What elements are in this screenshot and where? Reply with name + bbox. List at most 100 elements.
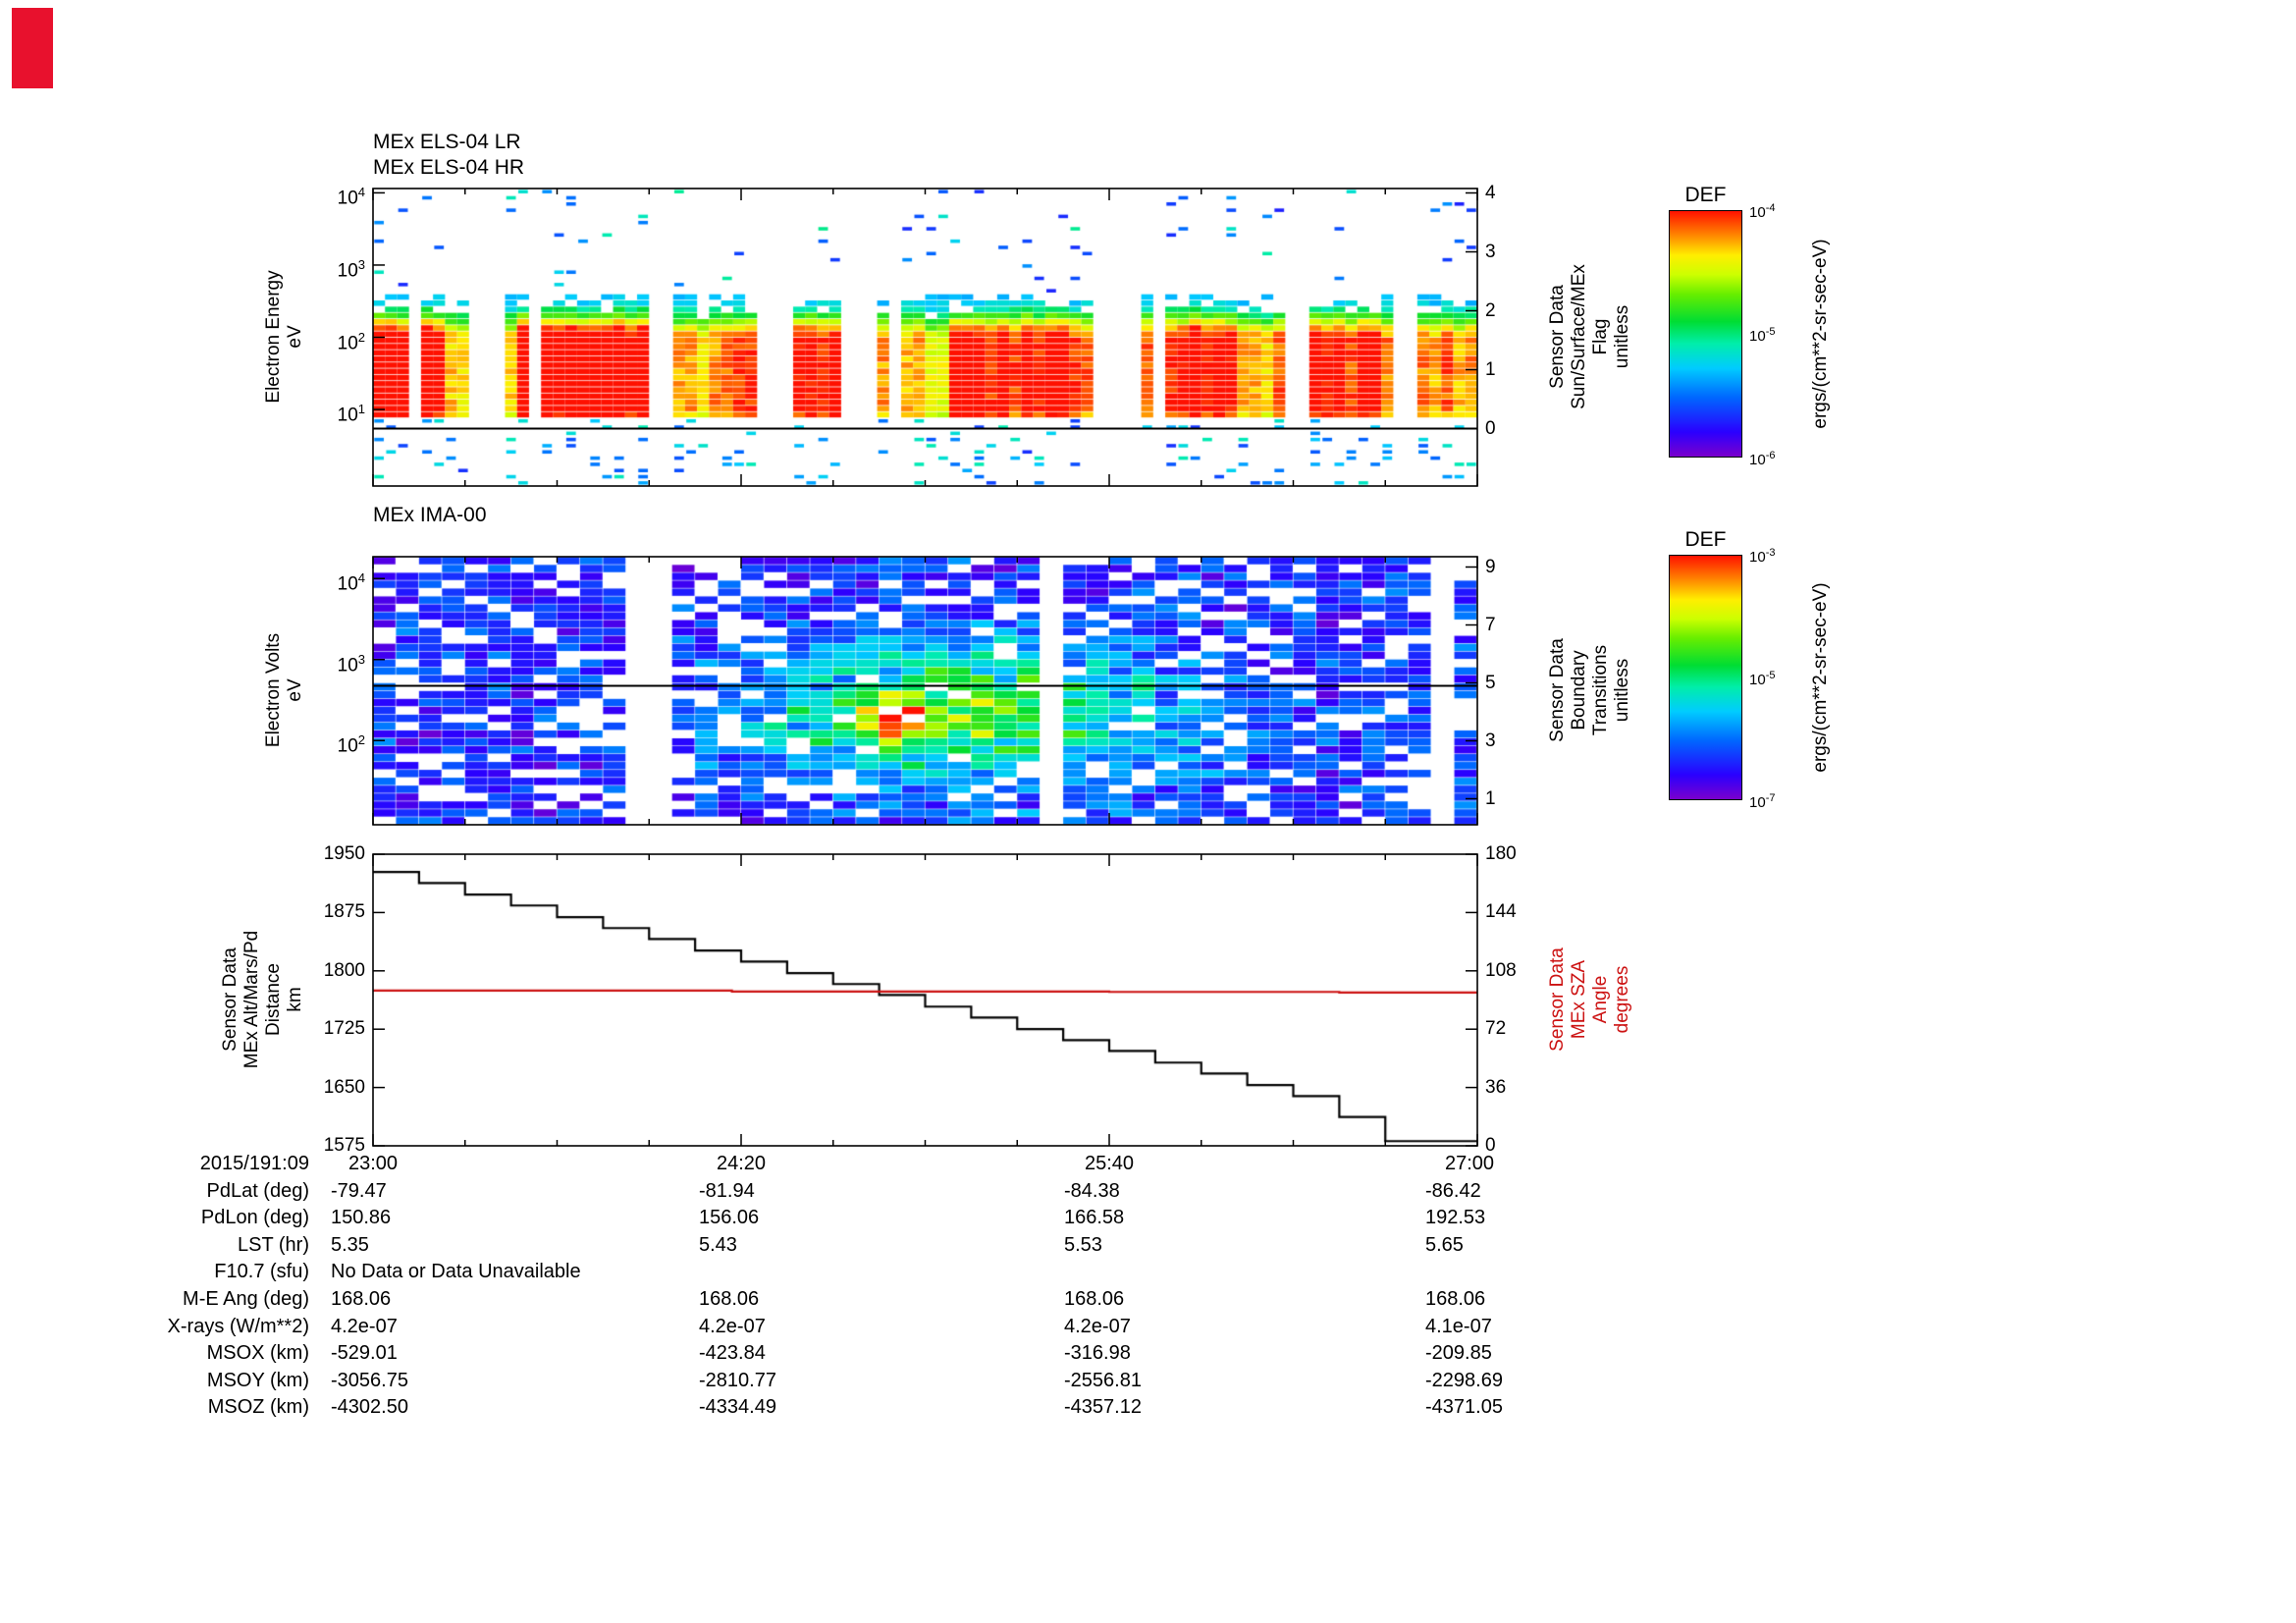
- sza-right-tick-label: 144: [1485, 901, 1517, 923]
- els-y-tick-label: 103: [337, 256, 365, 282]
- ima-right-tick-label: 5: [1485, 672, 1496, 693]
- table-cell: 4.1e-07: [1425, 1315, 1492, 1337]
- colorbar-tick-label: 10-4: [1749, 202, 1776, 221]
- els-y-tick-label: 101: [337, 402, 365, 426]
- table-cell: 5.35: [331, 1233, 369, 1256]
- table-row-label: PdLat (deg): [206, 1179, 309, 1202]
- ima-spectrogram: [373, 557, 1477, 825]
- altitude-sza-plot: [373, 854, 1477, 1146]
- colorbar-2-gradient: [1670, 556, 1741, 799]
- altitude-y-tick-label: 1950: [323, 843, 365, 864]
- table-cell: -84.38: [1064, 1179, 1120, 1202]
- table-cell: -81.94: [699, 1179, 755, 1202]
- els-y-tick-label: 102: [337, 329, 365, 353]
- sza-right-tick-label: 36: [1485, 1076, 1507, 1098]
- table-cell: 4.2e-07: [699, 1315, 766, 1337]
- altitude-y-tick-label: 1575: [323, 1135, 365, 1156]
- colorbar-tick-label: 10-3: [1749, 547, 1776, 566]
- colorbar-tick-label: 10-5: [1749, 326, 1776, 345]
- altitude-y-tick-label: 1800: [323, 959, 365, 981]
- table-cell: 5.53: [1064, 1233, 1102, 1256]
- table-cell: 5.65: [1425, 1233, 1464, 1256]
- table-row-label: LST (hr): [238, 1233, 309, 1256]
- colorbar-2-unit: ergs/(cm**2-sr-sec-eV): [1810, 582, 1831, 773]
- els-spectrogram: [373, 189, 1477, 486]
- sza-right-axis-label: Sensor Data MEx SZA Angle degrees: [1547, 793, 1633, 1206]
- table-cell: -2556.81: [1064, 1369, 1142, 1391]
- colorbar-tick-label: 10-7: [1749, 792, 1776, 811]
- table-cell-span: No Data or Data Unavailable: [331, 1261, 581, 1283]
- els-title-line-2: MEx ELS-04 HR: [373, 156, 525, 179]
- ima-right-tick-label: 1: [1485, 787, 1496, 809]
- table-cell: -529.01: [331, 1342, 398, 1365]
- ima-title-line-1: MEx IMA-00: [373, 504, 487, 526]
- table-cell: -316.98: [1064, 1342, 1131, 1365]
- colorbar-1: [1669, 210, 1742, 458]
- table-cell: 5.43: [699, 1233, 737, 1256]
- els-right-tick-label: 4: [1485, 182, 1496, 203]
- colorbar-1-title: DEF: [1684, 184, 1727, 206]
- sza-rlabel-line: degrees: [1612, 965, 1632, 1034]
- table-row-label: M-E Ang (deg): [183, 1288, 309, 1310]
- colorbar-tick-label: 10-6: [1749, 450, 1776, 468]
- colorbar-2: [1669, 555, 1742, 800]
- ima-panel-title: MEx IMA-00: [373, 503, 487, 528]
- corner-marker: [12, 8, 53, 88]
- ima-right-tick-label: 7: [1485, 614, 1496, 635]
- time-tick-label: 25:40: [1084, 1153, 1135, 1174]
- colorbar-2-title: DEF: [1684, 528, 1727, 551]
- els-rlabel-line: Flag: [1590, 318, 1611, 355]
- ima-y-tick-label: 103: [337, 651, 365, 676]
- els-right-axis-label: Sensor Data Sun/Surface/MEx Flag unitles…: [1547, 131, 1633, 543]
- sza-rlabel-line: MEx SZA: [1569, 959, 1589, 1040]
- table-cell: -4371.05: [1425, 1396, 1503, 1419]
- table-row-label: X-rays (W/m**2): [167, 1315, 309, 1337]
- table-cell: 4.2e-07: [331, 1315, 398, 1337]
- ima-right-tick-label: 3: [1485, 730, 1496, 751]
- table-cell: 4.2e-07: [1064, 1315, 1131, 1337]
- els-rlabel-line: unitless: [1612, 304, 1632, 369]
- els-right-tick-label: 3: [1485, 241, 1496, 262]
- table-row-label: MSOX (km): [206, 1342, 309, 1365]
- altitude-y-tick-label: 1650: [323, 1076, 365, 1098]
- table-cell: -4334.49: [699, 1396, 776, 1419]
- table-cell: 166.58: [1064, 1207, 1125, 1229]
- sza-rlabel-line: Angle: [1590, 975, 1611, 1024]
- ima-right-tick-label: 9: [1485, 556, 1496, 577]
- table-cell: -79.47: [331, 1179, 387, 1202]
- table-row-label-time: 2015/191:09: [199, 1153, 309, 1174]
- sza-right-tick-label: 72: [1485, 1018, 1507, 1040]
- sza-rlabel-line: Sensor Data: [1547, 947, 1568, 1052]
- colorbar-1-gradient: [1670, 211, 1741, 457]
- els-right-tick-label: 1: [1485, 358, 1496, 380]
- altitude-y-tick-label: 1725: [323, 1018, 365, 1040]
- time-tick-label: 27:00: [1444, 1153, 1495, 1174]
- sza-right-tick-label: 180: [1485, 843, 1517, 864]
- table-cell: -4357.12: [1064, 1396, 1142, 1419]
- table-cell: 168.06: [699, 1288, 760, 1310]
- els-rlabel-line: Sensor Data: [1547, 285, 1568, 389]
- table-row-label: F10.7 (sfu): [214, 1261, 309, 1283]
- ima-y-tick-label: 104: [337, 570, 365, 595]
- table-row-label: MSOY (km): [206, 1369, 309, 1391]
- table-cell: 168.06: [1425, 1288, 1486, 1310]
- table-cell: 150.86: [331, 1207, 392, 1229]
- ima-y-tick-label: 102: [337, 732, 365, 757]
- table-cell: -2298.69: [1425, 1369, 1503, 1391]
- table-cell: -423.84: [699, 1342, 766, 1365]
- table-cell: 168.06: [1064, 1288, 1125, 1310]
- table-cell: 156.06: [699, 1207, 760, 1229]
- els-title-line-1: MEx ELS-04 LR: [373, 131, 521, 153]
- time-tick-label: 24:20: [716, 1153, 767, 1174]
- els-right-tick-label: 0: [1485, 417, 1496, 439]
- colorbar-tick-label: 10-5: [1749, 670, 1776, 688]
- sza-right-tick-label: 0: [1485, 1135, 1496, 1156]
- sza-right-tick-label: 108: [1485, 959, 1517, 981]
- table-cell: 192.53: [1425, 1207, 1486, 1229]
- table-row-label: MSOZ (km): [207, 1396, 309, 1419]
- table-cell: -86.42: [1425, 1179, 1481, 1202]
- table-row-label: PdLon (deg): [200, 1207, 309, 1229]
- els-panel-title: MEx ELS-04 LR MEx ELS-04 HR: [373, 130, 524, 181]
- table-cell: -4302.50: [331, 1396, 408, 1419]
